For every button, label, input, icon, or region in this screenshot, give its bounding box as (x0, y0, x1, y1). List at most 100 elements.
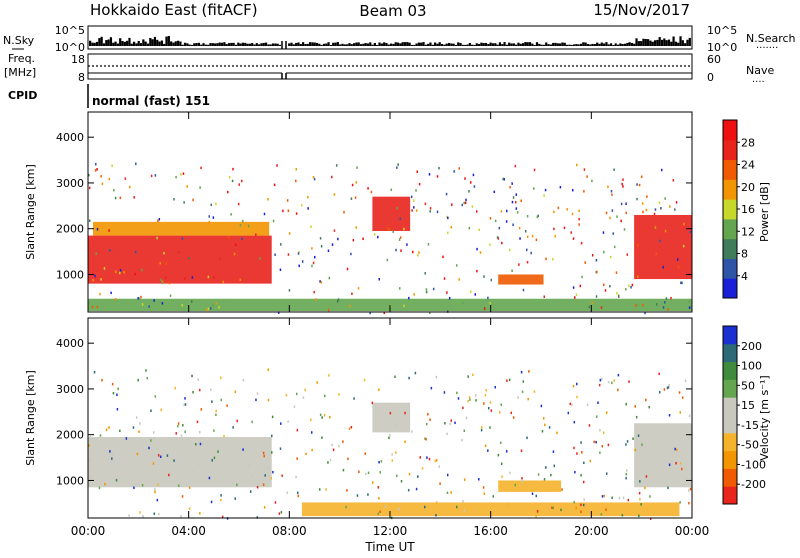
echo-point (251, 420, 253, 424)
echo-point (613, 245, 616, 249)
echo-point (506, 379, 508, 382)
nsky-bar (153, 36, 157, 46)
nsky-bar (616, 44, 620, 46)
echo-point (285, 393, 288, 397)
echo-point (494, 219, 497, 223)
echo-point (154, 490, 156, 494)
echo-point (660, 207, 662, 210)
nsky-bar (334, 42, 337, 46)
echo-point (198, 388, 201, 392)
nsky-bar (227, 43, 231, 46)
echo-point (498, 226, 501, 230)
echo-point (510, 411, 513, 415)
echo-point (670, 296, 672, 300)
colorbar-segment (723, 159, 737, 180)
echo-point (601, 377, 603, 381)
nsky-bar (515, 44, 518, 46)
echo-point (689, 487, 692, 491)
echo-point (328, 374, 330, 377)
colorbar-segment (723, 199, 737, 220)
echo-point (320, 281, 323, 284)
nsky-bar (512, 43, 515, 46)
echo-point (580, 241, 583, 245)
echo-point (605, 508, 607, 511)
echo-point (443, 391, 446, 394)
echo-point (316, 381, 318, 384)
echo-point (552, 450, 555, 453)
nsky-bar (216, 43, 219, 46)
echo-point (625, 288, 627, 291)
echo-point (573, 446, 575, 450)
echo-point (600, 306, 603, 309)
nsky-bar (577, 44, 580, 46)
nsky-bar (482, 43, 485, 46)
nsky-bar (248, 43, 251, 46)
echo-point (166, 454, 169, 457)
echo-point (639, 497, 641, 501)
echo-point (566, 208, 568, 211)
echo-point (100, 278, 102, 281)
echo-point (424, 437, 426, 440)
echo-point (397, 163, 399, 166)
nsky-bar (498, 42, 502, 46)
echo-point (665, 297, 668, 300)
echo-point (406, 243, 408, 246)
echo-point (580, 503, 582, 507)
echo-point (353, 397, 355, 400)
nsky-bar (681, 40, 684, 46)
echo-point (668, 463, 671, 467)
echo-point (429, 207, 432, 210)
nsky-bar (332, 42, 335, 46)
echo-point (588, 424, 591, 427)
echo-point (574, 470, 576, 474)
echo-point (173, 459, 175, 462)
echo-point (516, 211, 519, 214)
echo-point (675, 461, 677, 465)
echo-point (307, 195, 309, 199)
echo-point (191, 276, 194, 279)
echo-point (105, 428, 108, 432)
echo-point (493, 190, 496, 194)
echo-point (94, 274, 96, 278)
nsky-bar (429, 42, 432, 46)
echo-point (98, 486, 101, 490)
echo-point (319, 237, 322, 240)
echo-point (463, 478, 466, 481)
echo-point (379, 471, 381, 474)
echo-point (501, 475, 503, 479)
echo-point (208, 476, 211, 480)
echo-point (206, 308, 208, 311)
echo-point (95, 162, 97, 166)
echo-point (497, 453, 500, 457)
echo-point (681, 396, 684, 399)
echo-point (338, 393, 340, 396)
echo-point (377, 512, 380, 516)
echo-point (640, 503, 642, 506)
colorbar-segment (723, 258, 737, 279)
echo-point (148, 446, 150, 450)
echo-point (501, 241, 503, 245)
echo-point (220, 494, 222, 497)
echo-point (331, 175, 333, 179)
echo-point (417, 475, 419, 478)
echo-point (605, 411, 608, 414)
nsky-bar (679, 36, 682, 46)
nsky-bar (427, 43, 430, 46)
echo-point (583, 190, 585, 193)
echo-point (515, 193, 518, 196)
echo-point (508, 248, 511, 252)
power-scatter (88, 162, 692, 315)
echo-point (372, 481, 374, 484)
freq-tick-top-left: 18 (71, 53, 85, 66)
echo-point (89, 436, 92, 439)
y-tick-label: 4000 (56, 131, 84, 144)
echo-point (124, 177, 127, 180)
data-region-2 (634, 423, 692, 488)
echo-point (348, 427, 351, 430)
echo-point (398, 238, 401, 241)
echo-point (644, 486, 646, 490)
echo-point (220, 376, 222, 380)
echo-point (358, 470, 360, 474)
echo-point (408, 472, 411, 476)
nsky-tick-bottom-right: 10^0 (707, 41, 737, 54)
